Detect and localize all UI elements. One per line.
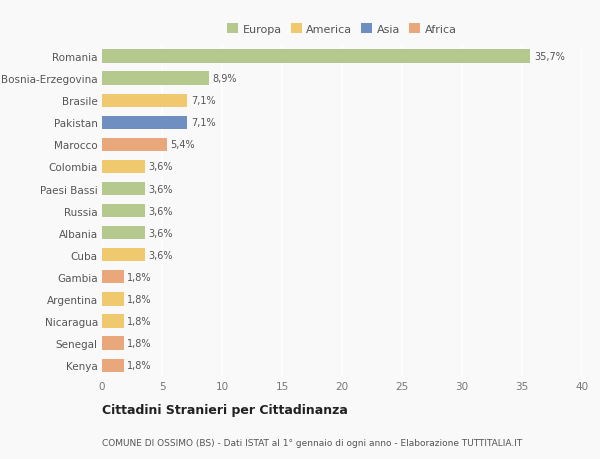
Bar — [102, 183, 145, 196]
Bar — [102, 293, 124, 306]
Text: 7,1%: 7,1% — [191, 118, 215, 128]
Bar — [102, 205, 145, 218]
Legend: Europa, America, Asia, Africa: Europa, America, Asia, Africa — [225, 22, 459, 37]
Text: 1,8%: 1,8% — [127, 338, 152, 348]
Text: 35,7%: 35,7% — [534, 52, 565, 62]
Bar — [102, 139, 167, 151]
Text: 8,9%: 8,9% — [212, 74, 237, 84]
Bar — [102, 249, 145, 262]
Text: Cittadini Stranieri per Cittadinanza: Cittadini Stranieri per Cittadinanza — [102, 403, 348, 416]
Text: 1,8%: 1,8% — [127, 360, 152, 370]
Text: 3,6%: 3,6% — [149, 162, 173, 172]
Bar — [102, 161, 145, 174]
Bar — [102, 73, 209, 85]
Text: 1,8%: 1,8% — [127, 294, 152, 304]
Bar — [102, 359, 124, 372]
Text: 1,8%: 1,8% — [127, 272, 152, 282]
Text: 3,6%: 3,6% — [149, 250, 173, 260]
Text: 3,6%: 3,6% — [149, 184, 173, 194]
Text: 3,6%: 3,6% — [149, 206, 173, 216]
Text: 1,8%: 1,8% — [127, 316, 152, 326]
Bar — [102, 227, 145, 240]
Bar — [102, 95, 187, 107]
Text: 3,6%: 3,6% — [149, 228, 173, 238]
Bar — [102, 271, 124, 284]
Bar — [102, 117, 187, 129]
Text: 5,4%: 5,4% — [170, 140, 195, 150]
Text: COMUNE DI OSSIMO (BS) - Dati ISTAT al 1° gennaio di ogni anno - Elaborazione TUT: COMUNE DI OSSIMO (BS) - Dati ISTAT al 1°… — [102, 438, 522, 447]
Bar — [102, 50, 530, 63]
Bar — [102, 315, 124, 328]
Bar — [102, 337, 124, 350]
Text: 7,1%: 7,1% — [191, 96, 215, 106]
